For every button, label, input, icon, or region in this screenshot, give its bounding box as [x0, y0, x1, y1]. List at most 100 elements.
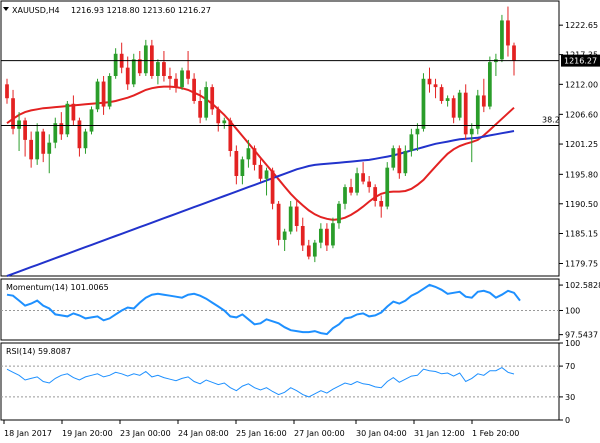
- price-y-tick-label: 1201.25: [565, 140, 598, 149]
- candle-body: [457, 92, 462, 118]
- candle-body: [385, 167, 390, 207]
- candle-body: [439, 87, 444, 101]
- candle-body: [512, 45, 516, 61]
- candle: [41, 128, 46, 163]
- symbol-label: XAUUSD,H4: [12, 6, 60, 15]
- candle-body: [107, 76, 112, 107]
- candle-body: [71, 103, 76, 121]
- candle: [47, 134, 52, 174]
- main-overlays: 38.2 1216.27: [1, 54, 600, 126]
- candle: [29, 131, 34, 168]
- momentum-line: [6, 283, 521, 336]
- candle: [71, 95, 76, 126]
- candle-body: [156, 62, 160, 76]
- candle: [228, 117, 233, 157]
- candle: [500, 14, 504, 63]
- candle: [415, 123, 420, 151]
- candle-body: [210, 87, 215, 110]
- candle-body: [433, 84, 438, 88]
- candle-body: [192, 78, 196, 101]
- candle: [475, 89, 480, 135]
- candle-body: [270, 170, 275, 204]
- candle: [113, 48, 118, 79]
- candle: [137, 51, 142, 76]
- candle: [174, 73, 178, 93]
- candle: [5, 78, 9, 104]
- price-y-tick-label: 1206.60: [565, 110, 598, 119]
- rsi-pane[interactable]: 100 70 30 0 RSI(14) 59.8087: [0, 339, 580, 425]
- momentum-y-axis: 102.5828 100 97.5437: [559, 281, 600, 340]
- candle-body: [204, 87, 209, 118]
- candle-body: [282, 231, 287, 240]
- time-label: 25 Jan 16:00: [236, 429, 287, 438]
- candle: [23, 117, 27, 157]
- candle: [198, 89, 203, 124]
- price-y-tick-label: 1190.50: [565, 200, 598, 209]
- candle-body: [125, 67, 130, 85]
- candle: [210, 84, 215, 115]
- candle: [355, 167, 359, 196]
- rsi-y-tick-label: 30: [565, 393, 575, 402]
- candle-body: [131, 59, 136, 85]
- candle: [469, 123, 474, 163]
- candle: [246, 139, 251, 168]
- candle: [325, 223, 329, 251]
- candle: [222, 117, 227, 129]
- rsi-y-axis: 100 70 30 0: [559, 339, 580, 425]
- candle: [204, 81, 209, 121]
- candle: [282, 228, 287, 251]
- momentum-y-tick-label: 97.5437: [565, 331, 598, 340]
- rsi-y-tick-label: 100: [565, 339, 580, 348]
- momentum-y-tick-label: 102.5828: [565, 281, 600, 290]
- candle-body: [469, 128, 474, 135]
- candle-body: [481, 95, 486, 107]
- candle-body: [216, 109, 221, 124]
- momentum-y-tick-label: 100: [565, 306, 580, 315]
- candle-body: [29, 139, 34, 160]
- time-label: 24 Jan 08:00: [178, 429, 229, 438]
- candle-body: [451, 98, 456, 118]
- candle: [288, 201, 293, 235]
- candle-body: [89, 109, 94, 132]
- candle: [385, 162, 390, 210]
- candle: [294, 201, 299, 232]
- rsi-lines: [1, 365, 559, 398]
- candles: [5, 6, 516, 263]
- price-y-tick-label: 1222.65: [565, 21, 598, 30]
- candle-body: [276, 203, 281, 240]
- price-y-tick-label: 1195.80: [565, 170, 598, 179]
- candle-body: [258, 164, 263, 179]
- candle: [397, 145, 402, 179]
- candle: [306, 239, 311, 260]
- time-label: 18 Jan 2017: [4, 429, 52, 438]
- main-price-pane[interactable]: 1222.651217.351212.001206.601201.251195.…: [0, 0, 600, 277]
- candle: [162, 51, 166, 82]
- candle-body: [288, 206, 293, 232]
- candle-body: [95, 81, 100, 110]
- momentum-pane[interactable]: 102.5828 100 97.5437 Momentum(14) 101.0065: [0, 278, 600, 341]
- candle: [391, 145, 396, 171]
- candle-body: [415, 128, 420, 135]
- candle-body: [421, 78, 426, 129]
- candle: [512, 42, 516, 76]
- collapse-triangle-icon[interactable]: [3, 7, 9, 11]
- candle: [143, 39, 148, 76]
- rsi-title: RSI(14) 59.8087: [6, 347, 71, 356]
- candle-body: [500, 20, 504, 60]
- candle-body: [186, 70, 190, 79]
- candle-body: [174, 78, 178, 88]
- candle: [433, 78, 438, 99]
- candle-body: [101, 81, 106, 107]
- candle-body: [162, 62, 166, 76]
- candle: [107, 73, 112, 110]
- time-label: 31 Jan 12:00: [414, 429, 465, 438]
- candle-body: [391, 148, 396, 168]
- candle: [264, 167, 269, 196]
- time-label: 30 Jan 04:00: [356, 429, 407, 438]
- candle: [463, 84, 468, 140]
- candle: [186, 51, 190, 85]
- candle-body: [35, 131, 40, 160]
- rsi-y-tick-label: 0: [565, 416, 570, 425]
- candle-body: [445, 98, 450, 101]
